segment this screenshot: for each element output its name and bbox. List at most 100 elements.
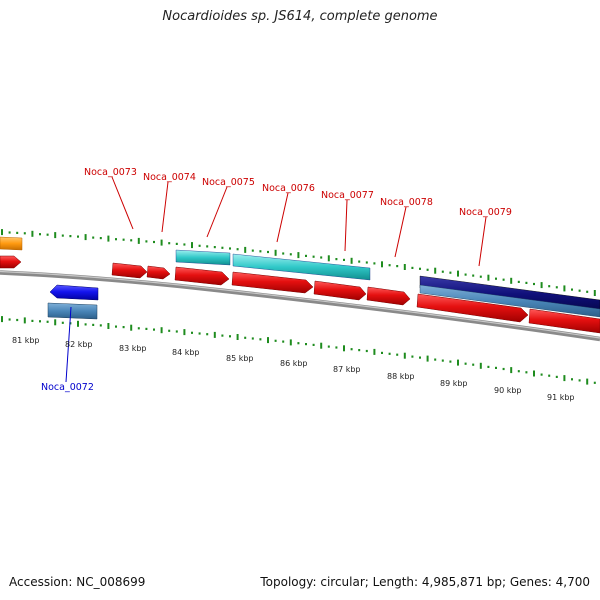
inner-tick-minor bbox=[441, 359, 444, 362]
outer-tick-major bbox=[191, 242, 193, 249]
inner-tick-minor bbox=[115, 325, 117, 328]
inner-tick-minor bbox=[434, 358, 437, 361]
genome-backbone-highlight bbox=[0, 270, 600, 339]
gene-label-noca-0077[interactable]: Noca_0077 bbox=[321, 190, 374, 201]
outer-tick-minor bbox=[479, 275, 482, 278]
steel-feature-0079[interactable] bbox=[419, 284, 600, 318]
outer-tick-major bbox=[540, 282, 543, 289]
inner-tick-minor bbox=[593, 381, 596, 384]
inner-tick-minor bbox=[540, 373, 543, 376]
inner-tick-minor bbox=[244, 336, 247, 339]
outer-tick-minor bbox=[305, 254, 307, 257]
inner-tick-major bbox=[479, 362, 482, 369]
inner-tick-minor bbox=[388, 352, 391, 355]
gene-label-noca-0074[interactable]: Noca_0074 bbox=[143, 172, 196, 183]
outer-tick-minor bbox=[92, 236, 95, 239]
outer-tick-major bbox=[403, 264, 406, 270]
outer-tick-minor bbox=[99, 237, 102, 240]
outer-tick-minor bbox=[320, 256, 323, 259]
inner-tick-minor bbox=[502, 367, 505, 371]
inner-tick-minor bbox=[168, 329, 171, 332]
cds-feature-0075[interactable] bbox=[175, 249, 231, 266]
outer-tick-minor bbox=[168, 242, 171, 245]
outer-tick-minor bbox=[517, 280, 520, 283]
inner-tick-major bbox=[107, 323, 110, 329]
orange-feature[interactable] bbox=[0, 236, 23, 251]
outer-tick-minor bbox=[175, 242, 178, 245]
outer-tick-minor bbox=[259, 250, 262, 253]
gene-arrow-0074[interactable] bbox=[146, 265, 171, 280]
gene-arrow-left-edge[interactable] bbox=[0, 255, 22, 269]
outer-tick-minor bbox=[335, 258, 338, 261]
inner-tick-minor bbox=[39, 320, 41, 323]
outer-tick-minor bbox=[221, 246, 224, 249]
outer-tick-minor bbox=[571, 288, 573, 291]
gene-arrow-0078[interactable] bbox=[366, 286, 411, 306]
outer-tick-minor bbox=[115, 238, 117, 241]
genome-title: Nocardioides sp. JS614, complete genome bbox=[162, 9, 438, 24]
gene-arrow-0077[interactable] bbox=[313, 280, 367, 301]
inner-tick-minor bbox=[251, 337, 254, 340]
outer-tick-minor bbox=[555, 286, 558, 289]
inner-tick-minor bbox=[31, 319, 34, 322]
gene-label-noca-0072[interactable]: Noca_0072 bbox=[41, 382, 94, 393]
inner-tick-minor bbox=[16, 318, 19, 322]
gene-arrow-0072[interactable] bbox=[49, 284, 99, 301]
outer-tick-major bbox=[457, 270, 459, 277]
outer-tick-minor bbox=[206, 245, 209, 248]
outer-tick-minor bbox=[122, 238, 125, 241]
inner-tick-major bbox=[160, 327, 163, 334]
inner-tick-major bbox=[130, 324, 133, 331]
inner-tick-minor bbox=[449, 360, 452, 363]
outer-tick-minor bbox=[441, 270, 444, 273]
inner-tick-minor bbox=[396, 353, 399, 356]
outer-tick-minor bbox=[16, 231, 19, 234]
inner-tick-minor bbox=[259, 338, 262, 341]
inner-tick-minor bbox=[297, 342, 300, 345]
outer-tick-minor bbox=[289, 253, 292, 256]
steel-feature-0072[interactable] bbox=[47, 302, 98, 320]
inner-tick-minor bbox=[487, 365, 490, 368]
inner-tick-minor bbox=[335, 346, 338, 349]
inner-tick-major bbox=[510, 367, 513, 374]
outer-tick-minor bbox=[472, 274, 475, 277]
inner-tick-major bbox=[426, 355, 429, 362]
kbp-label-82: 82 kbp bbox=[65, 340, 93, 349]
gene-label-noca-0076[interactable]: Noca_0076 bbox=[262, 183, 315, 194]
gene-label-noca-0078[interactable]: Noca_0078 bbox=[380, 197, 433, 208]
inner-tick-minor bbox=[221, 334, 224, 337]
inner-tick-major bbox=[533, 370, 535, 377]
outer-tick-minor bbox=[69, 235, 72, 238]
genome-backbone bbox=[0, 270, 600, 342]
inner-tick-minor bbox=[61, 321, 64, 324]
outer-tick-minor bbox=[502, 278, 505, 281]
gene-arrow-0076[interactable] bbox=[231, 271, 314, 294]
outer-tick-major bbox=[510, 277, 513, 284]
kbp-label-81: 81 kbp bbox=[12, 336, 40, 345]
cds-feature-0076-0077[interactable] bbox=[232, 253, 371, 281]
inner-tick-minor bbox=[122, 326, 125, 329]
inner-tick-minor bbox=[92, 323, 95, 326]
outer-tick-ring bbox=[1, 229, 596, 296]
inner-tick-minor bbox=[8, 318, 11, 321]
gene-label-noca-0075[interactable]: Noca_0075 bbox=[202, 177, 255, 188]
inner-tick-major bbox=[289, 339, 292, 346]
outer-tick-minor bbox=[77, 235, 79, 238]
gene-arrow-0075[interactable] bbox=[174, 266, 230, 286]
inner-tick-minor bbox=[274, 339, 277, 342]
outer-tick-minor bbox=[388, 264, 391, 267]
inner-tick-minor bbox=[206, 333, 209, 336]
genome-summary-text: Topology: circular; Length: 4,985,871 bp… bbox=[260, 575, 590, 589]
inner-tick-minor bbox=[84, 323, 87, 326]
kbp-label-86: 86 kbp bbox=[280, 359, 308, 368]
gene-arrow-0079[interactable] bbox=[416, 293, 529, 323]
outer-tick-minor bbox=[282, 252, 285, 255]
gene-label-noca-0073[interactable]: Noca_0073 bbox=[84, 167, 137, 178]
outer-tick-major bbox=[381, 261, 383, 268]
gene-arrow-0073[interactable] bbox=[111, 262, 148, 279]
gene-arrow-0080[interactable] bbox=[528, 308, 600, 334]
outer-tick-minor bbox=[365, 261, 368, 264]
inner-tick-minor bbox=[99, 324, 102, 327]
gene-label-noca-0079[interactable]: Noca_0079 bbox=[459, 207, 512, 218]
